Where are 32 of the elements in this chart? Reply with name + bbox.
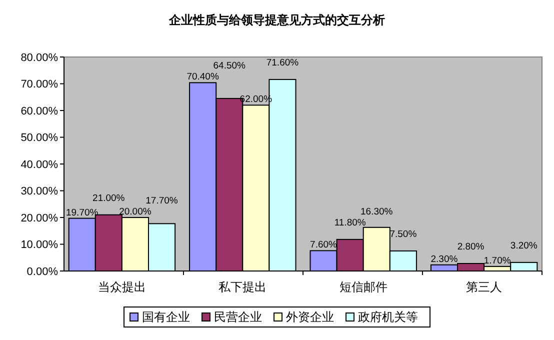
x-tick-label: 私下提出 [218,280,267,294]
y-tick-label: 10.00% [20,239,58,252]
data-label: 2.80% [457,242,485,253]
data-label: 20.00% [119,206,152,218]
data-label: 64.50% [213,60,246,72]
data-label: 17.70% [146,196,178,206]
y-tick-label: 50.00% [20,132,58,144]
y-tick-label: 80.00% [20,52,58,64]
y-tick-label: 40.00% [20,158,58,171]
data-label: 19.70% [66,207,99,218]
legend-label: 外资企业 [286,310,334,324]
data-label: 16.30% [360,206,394,218]
chart-title: 企业性质与给领导提意见方式的交互分析 [168,13,385,27]
data-label: 7.60% [310,240,338,251]
x-tick-label: 第三人 [466,280,502,294]
data-label: 2.30% [430,254,458,265]
y-tick-label: 60.00% [20,105,58,118]
legend-label: 国有企业 [142,310,190,324]
data-label: 21.00% [92,192,126,204]
data-label: 70.40% [186,72,220,83]
data-label: 1.70% [484,255,512,266]
legend-label: 民营企业 [214,310,262,324]
x-tick-label: 短信邮件 [339,280,388,294]
x-tick-label: 当众提出 [98,280,146,294]
y-tick-label: 70.00% [20,78,58,91]
data-label: 3.20% [510,240,538,252]
data-label: 71.60% [266,57,300,68]
y-tick-label: 20.00% [20,212,58,224]
legend-label: 政府机关等 [358,310,418,324]
y-tick-label: 30.00% [20,186,58,198]
data-label: 11.80% [334,217,366,228]
y-tick-label: 0.00% [26,266,58,278]
